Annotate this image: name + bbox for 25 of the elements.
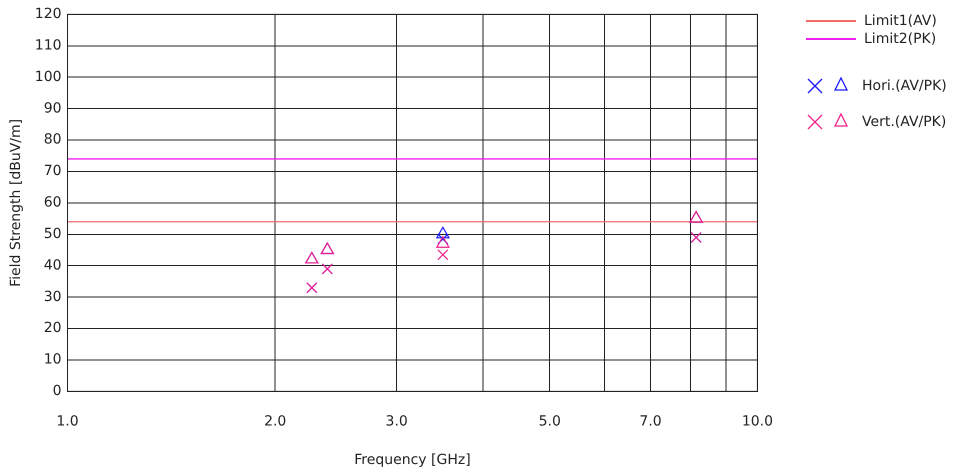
x-tick-label: 5.0: [538, 413, 561, 430]
y-tick-label: 20: [44, 320, 62, 336]
y-tick-label: 100: [34, 68, 62, 85]
legend-label: Limit1(AV): [864, 13, 937, 29]
legend-label: Vert.(AV/PK): [862, 114, 946, 130]
y-tick-label: 30: [44, 288, 62, 305]
x-tick-label: 2.0: [264, 413, 286, 430]
y-tick-label: 10: [44, 352, 62, 368]
legend-label: Hori.(AV/PK): [862, 78, 947, 94]
y-axis-title: Field Strength [dBuV/m]: [8, 118, 24, 287]
y-tick-label: 110: [34, 37, 62, 54]
legend-label: Limit2(PK): [864, 31, 936, 47]
x-tick-label: 7.0: [639, 413, 662, 430]
y-tick-label: 70: [44, 163, 62, 180]
x-tick-label: 3.0: [386, 413, 408, 430]
y-tick-label: 0: [52, 383, 62, 400]
y-tick-label: 90: [44, 100, 62, 116]
y-tick-label: 40: [44, 257, 62, 274]
x-tick-label: 10.0: [742, 413, 773, 430]
y-tick-label: 120: [34, 6, 62, 22]
x-axis-title: Frequency [GHz]: [354, 452, 471, 468]
y-tick-label: 60: [44, 194, 62, 211]
x-tick-label: 1.0: [56, 413, 79, 430]
y-tick-label: 50: [44, 226, 62, 242]
y-tick-label: 80: [44, 132, 62, 148]
